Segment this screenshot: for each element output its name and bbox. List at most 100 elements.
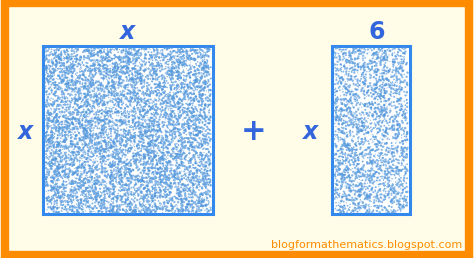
Point xyxy=(339,157,346,162)
Point xyxy=(154,85,162,89)
Point xyxy=(87,119,94,123)
Point xyxy=(191,73,198,77)
Point xyxy=(336,54,343,58)
Point xyxy=(178,50,186,54)
Point xyxy=(162,185,170,189)
Point xyxy=(362,79,369,83)
Point xyxy=(397,203,404,207)
Point xyxy=(156,165,164,169)
Point xyxy=(89,68,97,72)
Point xyxy=(374,205,382,209)
Point xyxy=(403,169,411,173)
Point xyxy=(195,71,203,75)
Point xyxy=(333,99,340,103)
Point xyxy=(360,156,367,160)
Point xyxy=(157,166,164,170)
Point xyxy=(149,186,156,190)
Point xyxy=(58,128,66,133)
Point xyxy=(101,171,109,175)
Point xyxy=(111,141,119,145)
Point xyxy=(97,98,105,102)
Point xyxy=(152,89,160,93)
Point xyxy=(56,125,64,129)
Point xyxy=(142,91,149,95)
Point xyxy=(84,198,92,202)
Point xyxy=(155,182,162,186)
Point xyxy=(190,123,197,127)
Point xyxy=(100,70,108,74)
Point xyxy=(207,88,214,92)
Point xyxy=(137,53,144,58)
Point xyxy=(113,69,120,73)
Point xyxy=(166,184,173,188)
Point xyxy=(150,53,158,57)
Point xyxy=(347,168,355,172)
Point xyxy=(130,100,137,104)
Point xyxy=(383,119,390,123)
Point xyxy=(342,156,350,160)
Point xyxy=(44,101,52,106)
Point xyxy=(122,140,130,144)
Point xyxy=(186,172,194,176)
Point xyxy=(113,138,121,142)
Point xyxy=(366,194,374,198)
Point xyxy=(132,94,140,98)
Point xyxy=(367,105,375,109)
Point xyxy=(112,151,119,155)
Point xyxy=(145,158,153,162)
Point xyxy=(380,133,387,138)
Point xyxy=(50,206,57,210)
Point xyxy=(134,158,141,162)
Point xyxy=(80,87,88,91)
Point xyxy=(132,121,139,125)
Point xyxy=(346,175,353,179)
Point xyxy=(73,127,81,131)
Point xyxy=(123,133,130,137)
Point xyxy=(388,198,396,203)
Point xyxy=(48,141,56,145)
Point xyxy=(98,95,106,99)
Point xyxy=(93,164,101,168)
Point xyxy=(154,123,162,127)
Point xyxy=(109,83,117,87)
Point xyxy=(89,180,97,184)
Point xyxy=(380,57,388,61)
Point xyxy=(87,53,94,57)
Point xyxy=(189,176,197,180)
Point xyxy=(372,52,380,57)
Point xyxy=(79,125,86,129)
Point xyxy=(174,105,182,109)
Point xyxy=(385,78,392,82)
Point xyxy=(187,178,195,182)
Point xyxy=(130,185,137,189)
Point xyxy=(101,56,109,60)
Point xyxy=(366,195,374,199)
Point xyxy=(116,133,123,137)
Point xyxy=(201,64,209,68)
Point xyxy=(172,155,179,159)
Point xyxy=(125,85,132,89)
Point xyxy=(384,161,392,165)
Point xyxy=(346,86,353,90)
Point xyxy=(119,133,127,137)
Point xyxy=(199,195,207,199)
Point xyxy=(74,181,82,185)
Point xyxy=(81,142,89,146)
Point xyxy=(128,180,135,184)
Point xyxy=(179,131,187,135)
Point xyxy=(102,207,110,211)
Point xyxy=(400,47,408,52)
Point xyxy=(50,205,57,209)
Point xyxy=(187,158,194,163)
Point xyxy=(75,161,83,165)
Point xyxy=(181,140,189,144)
Point xyxy=(346,59,354,63)
Point xyxy=(357,49,365,53)
Point xyxy=(171,111,178,116)
Point xyxy=(346,176,354,180)
Point xyxy=(99,88,106,92)
Point xyxy=(342,180,349,184)
Point xyxy=(362,82,369,86)
Point xyxy=(115,67,123,71)
Point xyxy=(109,210,117,214)
